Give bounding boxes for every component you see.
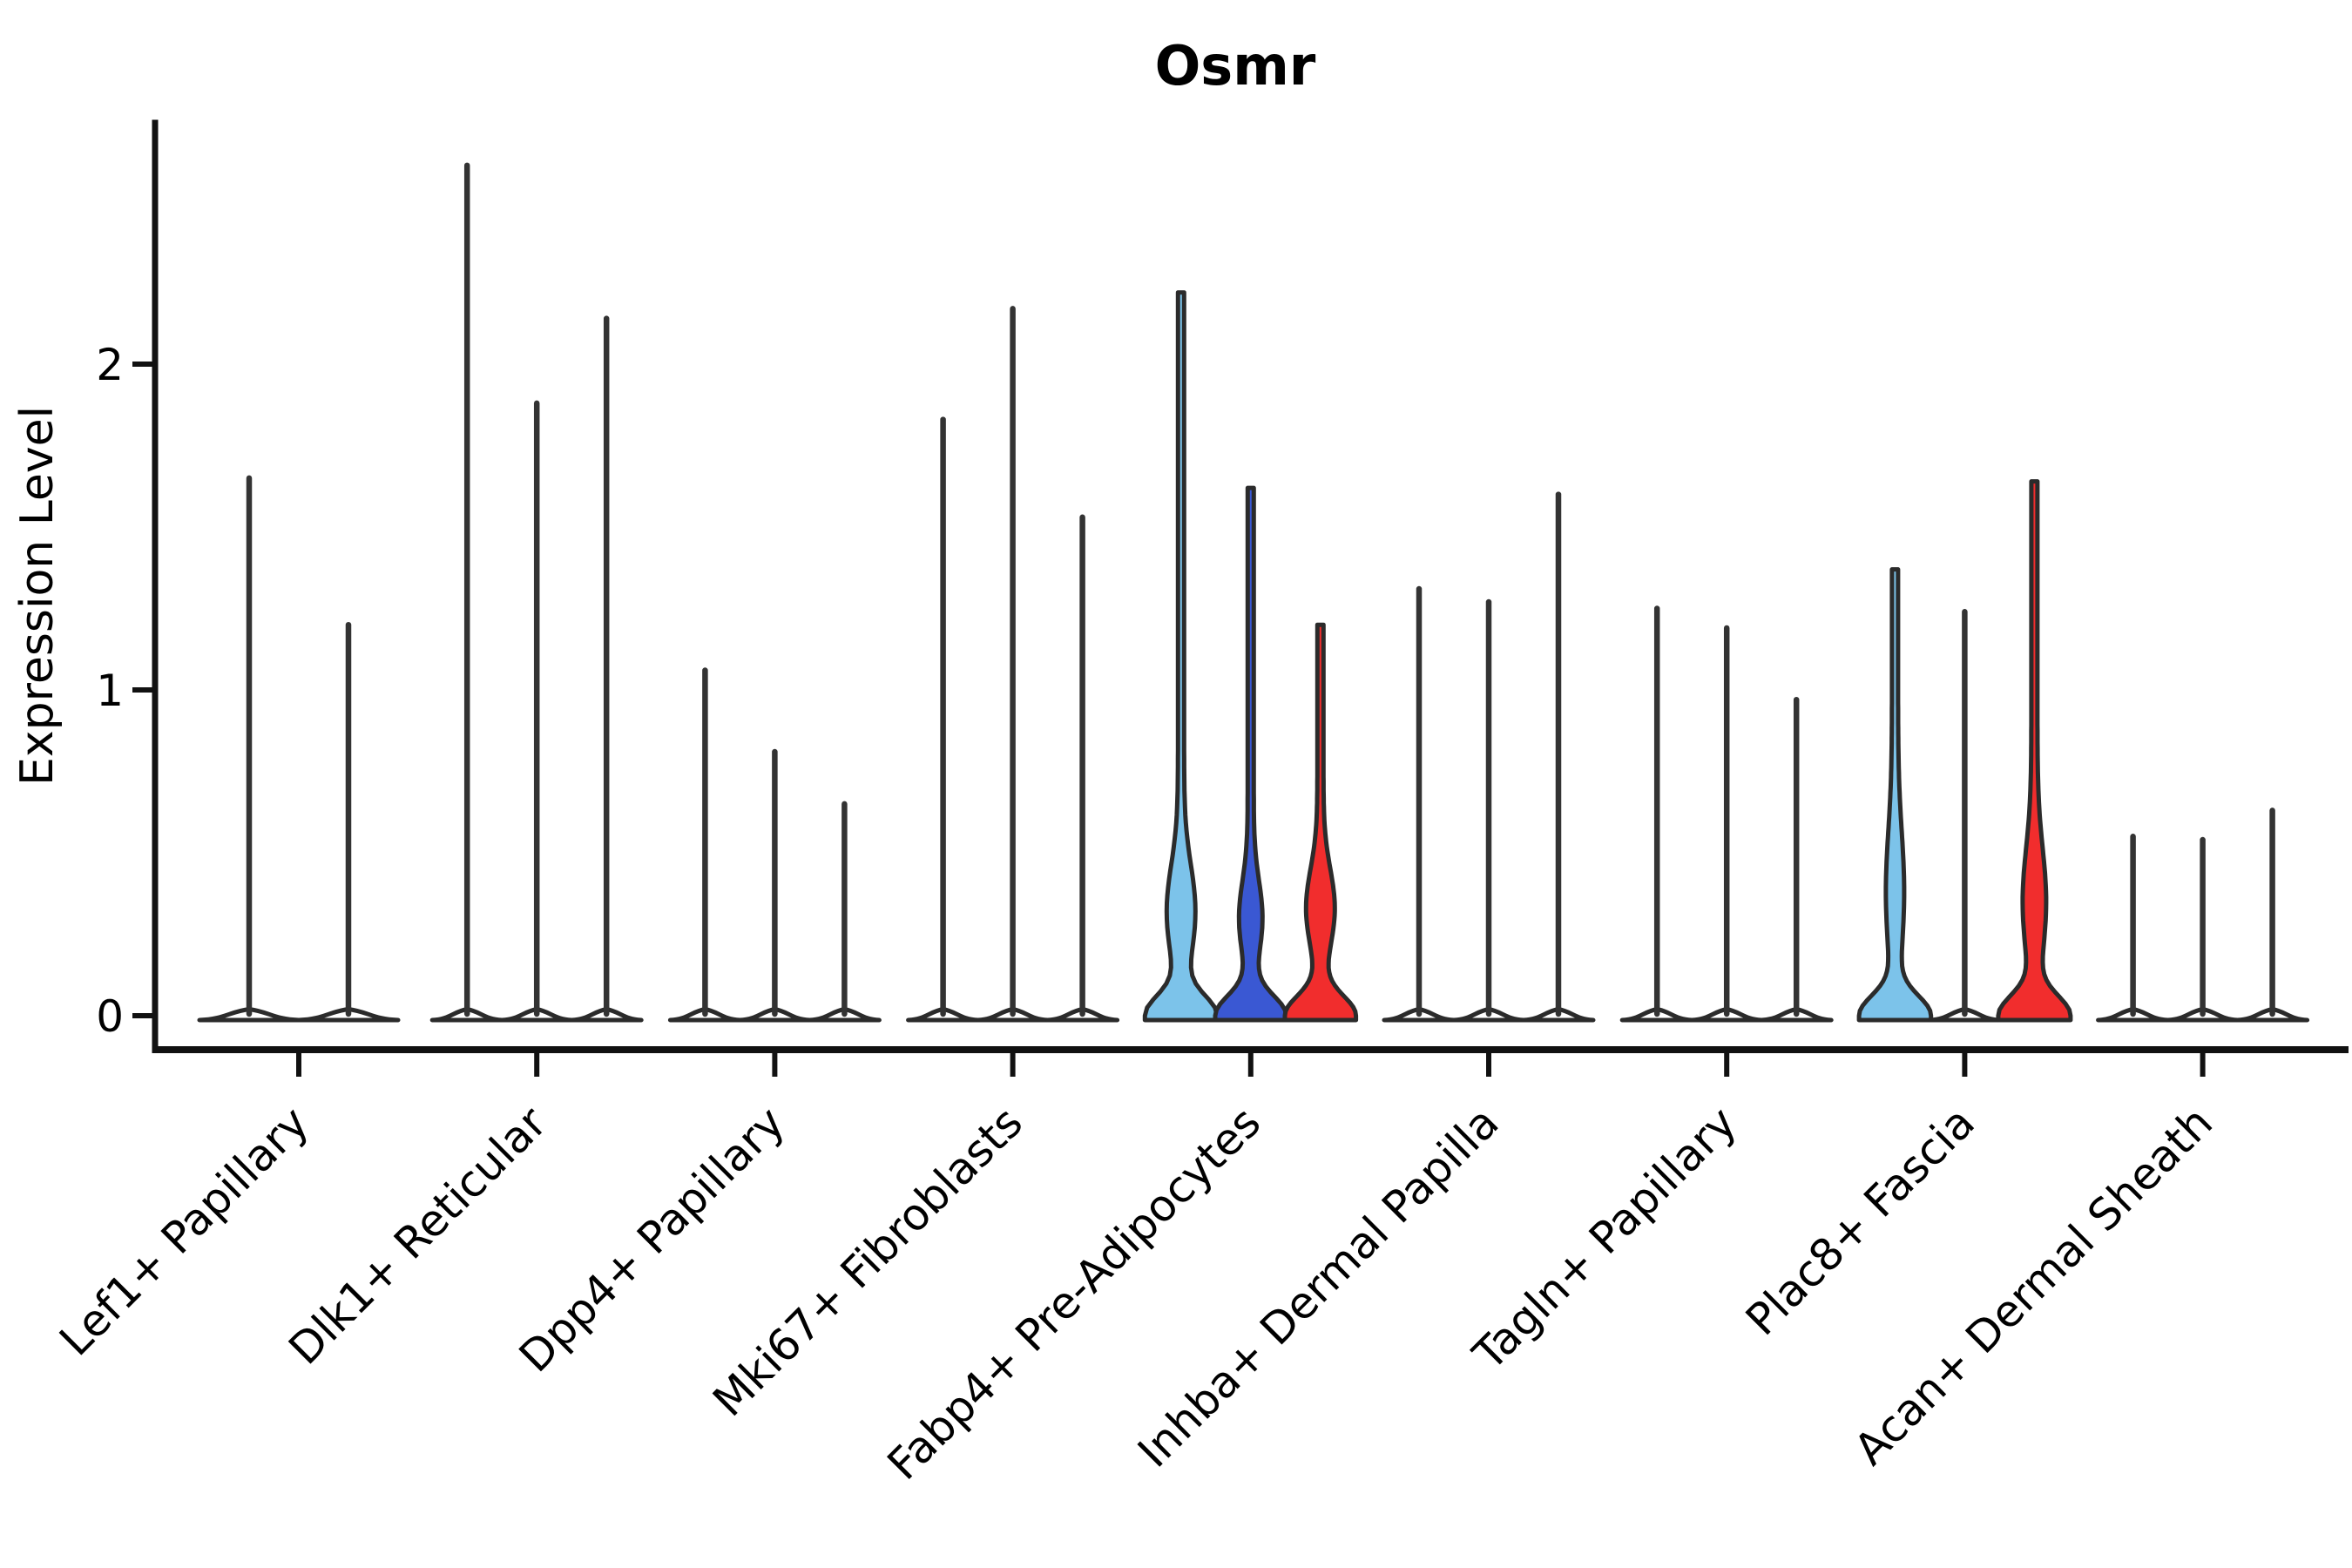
x-tick-label: Plac8+ Fascia	[1736, 1097, 1984, 1345]
chart-title: Osmr	[1155, 34, 1316, 98]
x-tick-label: Dpp4+ Papillary	[510, 1097, 794, 1382]
x-tick-label: Lef1+ Papillary	[50, 1097, 318, 1365]
y-tick-label: 2	[96, 340, 124, 390]
violin-light_blue	[1142, 290, 1220, 1023]
violin-dark_blue	[1213, 485, 1289, 1023]
x-tick-label: Tagln+ Papillary	[1463, 1097, 1747, 1380]
x-tick-label: Dlk1+ Reticular	[280, 1097, 557, 1374]
violin-red	[1996, 479, 2073, 1023]
violin-light_blue	[1856, 567, 1934, 1023]
y-tick-label: 0	[96, 991, 124, 1042]
violin-red	[1282, 622, 1359, 1023]
y-axis-label: Expression Level	[11, 406, 64, 786]
y-tick-label: 1	[96, 666, 124, 716]
